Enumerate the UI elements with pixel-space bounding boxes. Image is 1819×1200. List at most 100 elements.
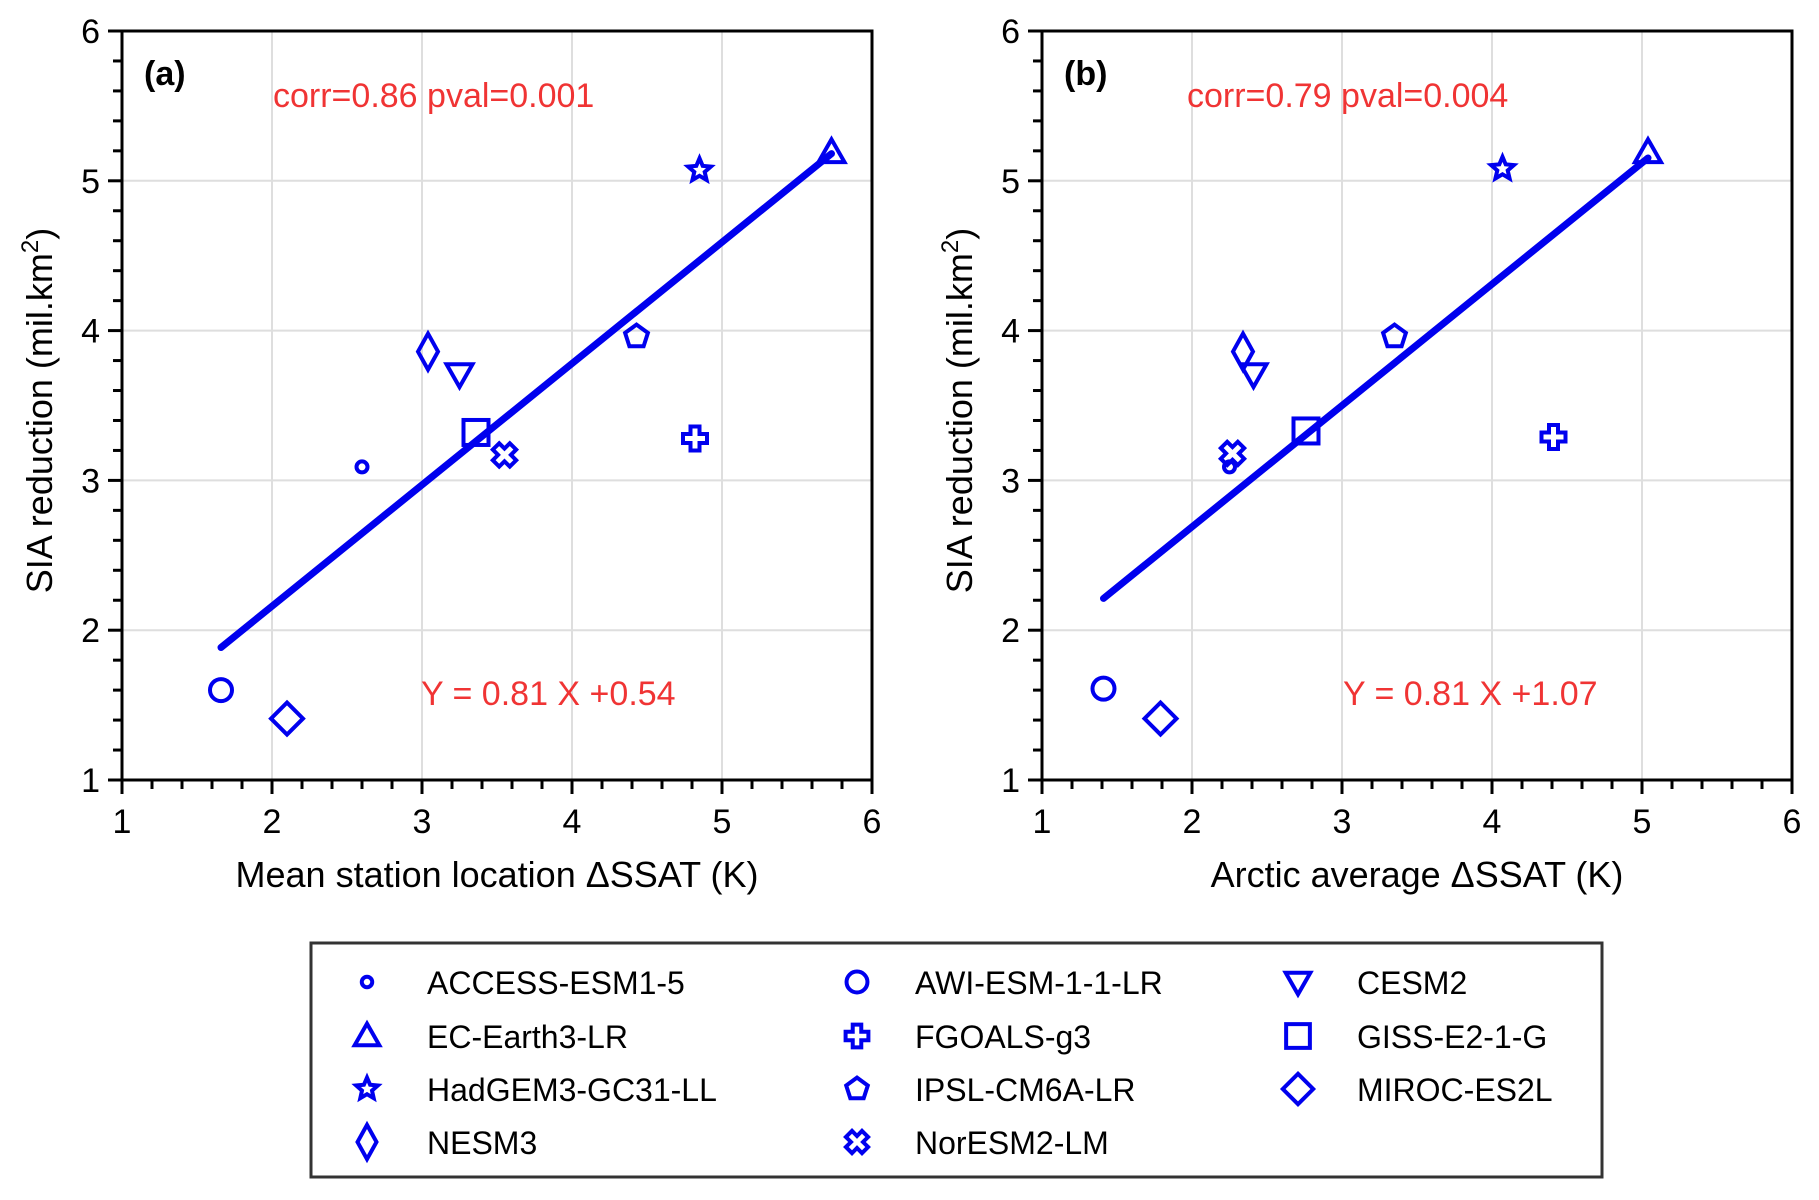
legend-marker-triangle-up-icon (351, 1019, 383, 1048)
legend: ACCESS-ESM1-5 AWI-ESM-1-1-LR CESM2 EC-Earth… (309, 941, 1604, 1179)
panel-label: (b) (1064, 55, 1107, 93)
legend-item: HadGEM3-GC31-LL (351, 1072, 717, 1108)
legend-label: GISS-E2-1-G (1357, 1019, 1547, 1055)
correlation-annotation: corr=0.86 pval=0.001 (273, 77, 594, 115)
legend-marker-diamond-icon (1279, 1070, 1317, 1108)
data-point-nesm3 (1230, 329, 1256, 374)
legend-label: FGOALS-g3 (915, 1019, 1091, 1055)
legend-marker-cross-icon (843, 1128, 871, 1156)
legend-marker-thin-diamond-icon (355, 1120, 379, 1164)
legend-label: ACCESS-ESM1-5 (427, 965, 685, 1001)
data-point-fgoals-g3 (681, 424, 709, 453)
legend-label: CESM2 (1357, 965, 1467, 1001)
x-tick-label: 2 (1183, 803, 1202, 841)
y-tick-label: 1 (81, 762, 100, 800)
y-axis-label-superscript: 2 (17, 240, 44, 253)
plot-area (122, 31, 872, 780)
y-tick-label: 4 (1001, 313, 1020, 351)
legend-marker-circle-icon (844, 969, 870, 995)
legend-frame (309, 941, 1604, 1179)
x-tick-label: 6 (863, 803, 882, 841)
x-tick-label: 6 (1783, 803, 1802, 841)
y-axis-label-end: ) (19, 228, 60, 240)
y-axis-label-end: ) (939, 228, 980, 240)
panel-b: 1 2 3 4 5 6 1 2 3 4 5 6 Arctic average ΔSSAT (K) SIA … (937, 13, 1801, 895)
legend-marker-small-circle-icon (359, 974, 375, 990)
y-tick-label: 6 (1001, 13, 1020, 51)
y-axis-label: SIA reduction (mil.km2) (17, 228, 60, 593)
y-tick-label: 5 (1001, 163, 1020, 201)
legend-marker-square-icon (1284, 1022, 1312, 1050)
data-point-giss-e2-1-g (1291, 416, 1321, 446)
data-point-hadgem3-gc31-ll (1486, 151, 1519, 183)
panel-a: 1 2 3 4 5 6 1 2 3 4 5 6 Mean station location ΔSSAT … (17, 13, 881, 895)
y-tick-label: 1 (1001, 762, 1020, 800)
legend-label: HadGEM3-GC31-LL (427, 1072, 717, 1108)
data-point-cesm2 (1237, 362, 1270, 392)
legend-item: ACCESS-ESM1-5 (359, 965, 685, 1001)
regression-equation: Y = 0.81 X +1.07 (1343, 675, 1598, 713)
y-tick-label: 3 (1001, 462, 1020, 500)
x-axis-label: Mean station location ΔSSAT (K) (236, 854, 759, 895)
legend-label: AWI-ESM-1-1-LR (915, 965, 1163, 1001)
legend-item: FGOALS-g3 (843, 1019, 1091, 1055)
legend-label: NESM3 (427, 1125, 537, 1161)
panel-label: (a) (144, 55, 186, 93)
x-tick-label: 1 (1033, 803, 1052, 841)
y-axis-label: SIA reduction (mil.km2) (937, 228, 980, 593)
x-tick-label: 5 (713, 803, 732, 841)
correlation-annotation: corr=0.79 pval=0.004 (1187, 77, 1508, 115)
data-point-miroc-es2l (1141, 699, 1180, 738)
data-point-ec-earth3-lr (815, 135, 848, 165)
y-tick-label: 2 (81, 612, 100, 650)
data-point-awi-esm-1-1-lr (208, 677, 234, 704)
x-tick-label: 5 (1633, 803, 1652, 841)
data-point-awi-esm-1-1-lr (1090, 675, 1117, 702)
data-point-noresm2-lm (1217, 438, 1248, 468)
legend-item: IPSL-CM6A-LR (843, 1072, 1136, 1108)
legend-marker-plus-icon (843, 1022, 871, 1050)
x-tick-label: 4 (1483, 803, 1502, 841)
y-axis-label-base: SIA reduction (mil.km (939, 253, 980, 593)
legend-marker-triangle-down-icon (1282, 970, 1314, 999)
legend-item: MIROC-ES2L (1279, 1070, 1553, 1108)
legend-label: EC-Earth3-LR (427, 1019, 628, 1055)
regression-equation: Y = 0.81 X +0.54 (421, 675, 676, 713)
axes-frame (120, 29, 874, 782)
y-axis-label-base: SIA reduction (mil.km (19, 253, 60, 593)
y-tick-label: 6 (81, 13, 100, 51)
legend-label: IPSL-CM6A-LR (915, 1072, 1136, 1108)
axes-frame (1040, 29, 1794, 782)
data-point-ipsl-cm6a-lr (622, 322, 651, 349)
legend-item: GISS-E2-1-G (1284, 1019, 1547, 1055)
regression-line (1100, 154, 1652, 602)
legend-item: NESM3 (355, 1120, 537, 1164)
data-point-access-esm1-5 (354, 459, 370, 475)
x-tick-label: 4 (563, 803, 582, 841)
plot-area (1042, 31, 1792, 780)
x-tick-label: 3 (413, 803, 432, 841)
legend-item: AWI-ESM-1-1-LR (844, 965, 1163, 1001)
legend-label: MIROC-ES2L (1357, 1072, 1553, 1108)
y-tick-label: 2 (1001, 612, 1020, 650)
x-tick-label: 2 (263, 803, 282, 841)
legend-label: NorESM2-LM (915, 1125, 1109, 1161)
data-point-nesm3 (415, 329, 441, 374)
data-point-ec-earth3-lr (1631, 135, 1665, 165)
y-tick-label: 5 (81, 163, 100, 201)
data-point-cesm2 (443, 362, 476, 392)
data-point-hadgem3-gc31-ll (683, 153, 716, 185)
data-point-giss-e2-1-g (461, 417, 491, 447)
legend-item: CESM2 (1282, 965, 1467, 1001)
x-tick-label: 3 (1333, 803, 1352, 841)
x-axis-label: Arctic average ΔSSAT (K) (1211, 854, 1624, 895)
y-tick-label: 4 (81, 313, 100, 351)
y-tick-label: 3 (81, 462, 100, 500)
legend-marker-star-icon (351, 1072, 383, 1103)
data-point-fgoals-g3 (1539, 422, 1568, 451)
legend-marker-pentagon-icon (843, 1075, 871, 1101)
data-point-ipsl-cm6a-lr (1380, 322, 1409, 349)
regression-line (217, 150, 835, 651)
legend-item: EC-Earth3-LR (351, 1019, 628, 1055)
data-point-miroc-es2l (268, 699, 306, 738)
